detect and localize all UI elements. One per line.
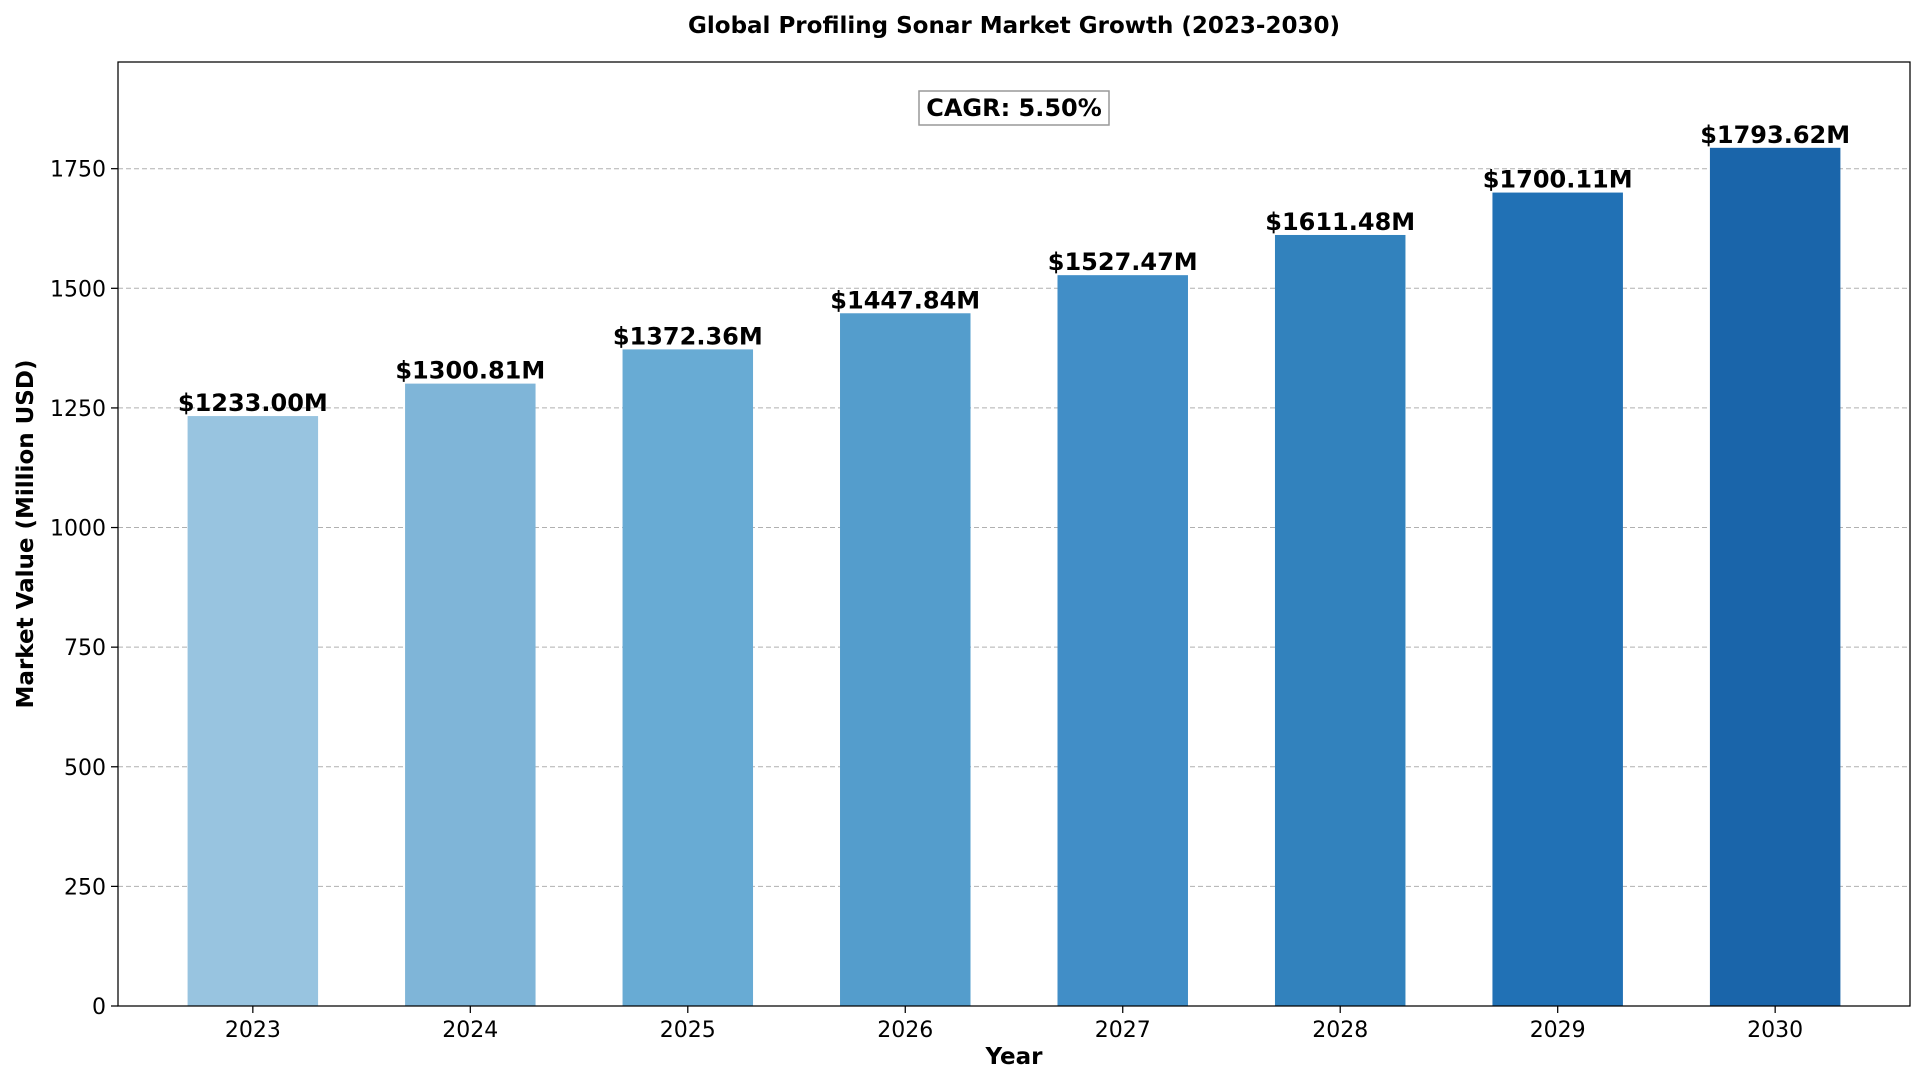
chart-title: Global Profiling Sonar Market Growth (20… — [688, 13, 1340, 39]
y-tick-label: 1750 — [50, 158, 106, 183]
x-tick-label: 2026 — [877, 1018, 933, 1043]
value-label: $1447.84M — [830, 286, 980, 314]
value-label: $1611.48M — [1265, 208, 1415, 236]
y-axis-title: Market Value (Million USD) — [13, 360, 39, 709]
plot-frame — [117, 61, 1911, 1007]
value-label: $1527.47M — [1048, 248, 1198, 276]
bar-2030 — [1709, 147, 1841, 1007]
bar-2028 — [1274, 234, 1406, 1007]
x-tick-label: 2028 — [1312, 1018, 1368, 1043]
y-tick-label: 1250 — [50, 397, 106, 422]
bars — [187, 147, 1841, 1007]
bar-2024 — [405, 383, 536, 1006]
x-tick-label: 2023 — [225, 1018, 281, 1043]
y-tick-label: 0 — [92, 995, 106, 1020]
value-label: $1372.36M — [613, 322, 763, 350]
y-tick-label: 1000 — [50, 517, 106, 542]
bar-2029 — [1492, 192, 1623, 1007]
bar-2027 — [1057, 275, 1188, 1006]
value-label: $1300.81M — [395, 357, 545, 385]
x-tick-label: 2030 — [1747, 1018, 1803, 1043]
axes: 0 250 500 750 1000 1250 1500 1750 2023 2024 2025 20… — [50, 158, 1803, 1043]
x-tick-label: 2029 — [1530, 1018, 1586, 1043]
y-tick-label: 500 — [64, 756, 106, 781]
value-label: $1233.00M — [178, 389, 328, 417]
cagr-box — [918, 90, 1110, 126]
value-labels: $1233.00M $1300.81M $1372.36M $1447.84M $152… — [178, 121, 1850, 417]
bar-2023 — [187, 416, 319, 1006]
bar-2026 — [840, 313, 971, 1006]
value-label: $1700.11M — [1483, 166, 1633, 194]
x-tick-label: 2024 — [442, 1018, 498, 1043]
cagr-annotation: CAGR: 5.50% — [918, 90, 1110, 126]
x-axis-title: Year — [984, 1044, 1043, 1070]
x-tick-label: 2027 — [1095, 1018, 1151, 1043]
y-tick-label: 750 — [64, 636, 106, 661]
value-label: $1793.62M — [1700, 121, 1850, 149]
x-tick-label: 2025 — [660, 1018, 716, 1043]
cagr-text: CAGR: 5.50% — [926, 94, 1102, 122]
y-tick-label: 250 — [64, 875, 106, 900]
bar-2025 — [622, 349, 754, 1007]
y-tick-label: 1500 — [50, 277, 106, 302]
